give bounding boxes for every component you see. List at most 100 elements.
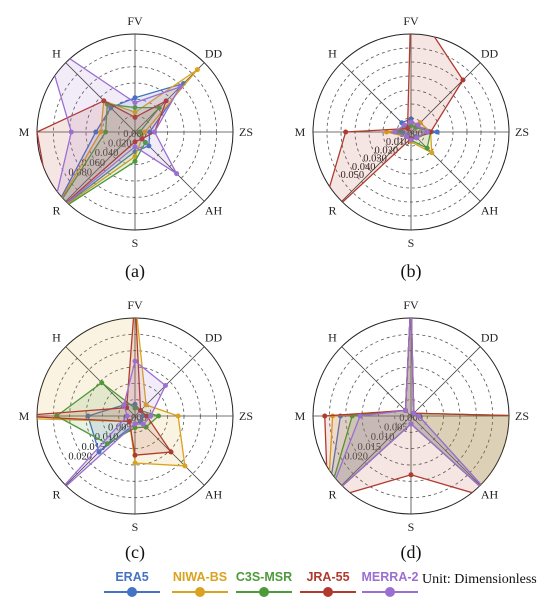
series-group — [317, 34, 466, 227]
tick-label: 0.080 — [68, 167, 92, 178]
data-point — [132, 452, 138, 458]
axis-label-zs: ZS — [515, 125, 529, 139]
tick-label: 0.050 — [341, 170, 365, 181]
axis-label-h: H — [328, 47, 337, 61]
panel-label: (c) — [125, 542, 145, 563]
axis-label-m: M — [19, 125, 30, 139]
tick-label: 0.005 — [384, 423, 408, 434]
tick-label: 0.015 — [82, 442, 106, 453]
tick-label: 0.000 — [399, 413, 423, 424]
data-point — [403, 134, 409, 140]
data-point — [132, 105, 138, 110]
data-point — [384, 129, 389, 135]
tick-label: 0.000 — [123, 413, 147, 424]
data-point — [156, 105, 162, 111]
data-point — [408, 421, 414, 427]
data-point — [139, 136, 145, 142]
tick-label: 0.010 — [386, 137, 410, 148]
data-point — [101, 98, 107, 104]
axis-label-dd: DD — [205, 47, 223, 61]
radar-spoke — [65, 62, 136, 133]
tick-label: 0.040 — [352, 162, 376, 173]
data-point — [99, 380, 105, 386]
data-point — [132, 401, 138, 407]
axis-label-h: H — [52, 47, 61, 61]
data-point — [168, 449, 174, 455]
tick-label: 0.030 — [363, 154, 387, 165]
panel-label: (b) — [401, 261, 422, 282]
axis-label-fv: FV — [403, 298, 419, 312]
data-point — [132, 358, 138, 364]
data-point — [148, 413, 154, 419]
radar-spoke — [65, 131, 136, 202]
data-point — [85, 413, 91, 419]
axis-label-s: S — [132, 236, 139, 250]
data-point — [132, 425, 138, 431]
data-point — [137, 129, 143, 135]
tick-label: 0.005 — [108, 423, 132, 434]
legend-item-jra-55: JRA-55 — [296, 568, 360, 602]
data-point — [142, 139, 148, 145]
radar-spoke — [410, 346, 481, 417]
data-point — [146, 143, 152, 149]
tick-label: 0.040 — [95, 148, 119, 159]
panel-label: (a) — [125, 261, 145, 282]
axis-label-zs: ZS — [239, 125, 253, 139]
data-point — [121, 402, 127, 408]
data-point — [140, 421, 146, 427]
tick-label: 0.020 — [108, 139, 132, 150]
axis-label-r: R — [329, 203, 337, 217]
data-point — [401, 122, 407, 128]
data-point — [132, 158, 138, 164]
data-point — [138, 407, 144, 413]
tick-label: 0.000 — [123, 129, 147, 140]
data-point — [108, 105, 114, 111]
legend-item-c3s-msr: C3S-MSR — [232, 568, 296, 602]
radar-spoke — [410, 62, 481, 133]
data-point — [182, 463, 188, 469]
tick-label: 0.020 — [344, 451, 368, 462]
data-point — [460, 77, 466, 83]
radar-spoke — [341, 62, 412, 133]
axis-label-r: R — [329, 487, 337, 501]
data-point — [322, 413, 328, 419]
data-point — [124, 413, 130, 419]
axis-label-r: R — [53, 203, 61, 217]
series-group — [37, 318, 188, 500]
data-point — [429, 150, 435, 156]
series-group — [37, 40, 200, 217]
data-point — [416, 413, 422, 419]
axis-label-h: H — [52, 331, 61, 345]
data-point — [177, 84, 183, 90]
radar-spoke — [341, 415, 412, 486]
legend-marker — [385, 587, 395, 597]
radar-panel-2: FV DD ZS AH S R M H 0.0000.0100.0200.0300.0400.0… — [295, 14, 529, 282]
data-point — [143, 402, 149, 408]
tick-label: 0.060 — [82, 158, 106, 169]
data-point — [132, 421, 138, 427]
legend-marker — [127, 587, 137, 597]
data-point — [194, 67, 200, 73]
data-point — [357, 413, 363, 419]
radar-spoke — [341, 346, 412, 417]
tick-label: 0.020 — [375, 145, 399, 156]
data-point — [408, 137, 414, 143]
radar-spoke — [410, 415, 481, 486]
axis-label-ah: AH — [205, 203, 223, 217]
data-point — [162, 383, 168, 389]
data-point — [405, 126, 411, 132]
data-point — [142, 129, 148, 135]
data-point — [132, 114, 138, 120]
data-point — [132, 405, 138, 411]
data-point — [132, 144, 138, 150]
data-point — [132, 154, 138, 159]
data-point — [343, 129, 349, 135]
axis-label-s: S — [132, 520, 139, 534]
axis-label-m: M — [295, 409, 306, 423]
data-point — [132, 460, 138, 466]
axis-label-ah: AH — [481, 487, 499, 501]
axis-label-m: M — [295, 125, 306, 139]
axis-label-fv: FV — [127, 298, 143, 312]
legend-item-merra-2: MERRA-2 — [358, 568, 422, 602]
